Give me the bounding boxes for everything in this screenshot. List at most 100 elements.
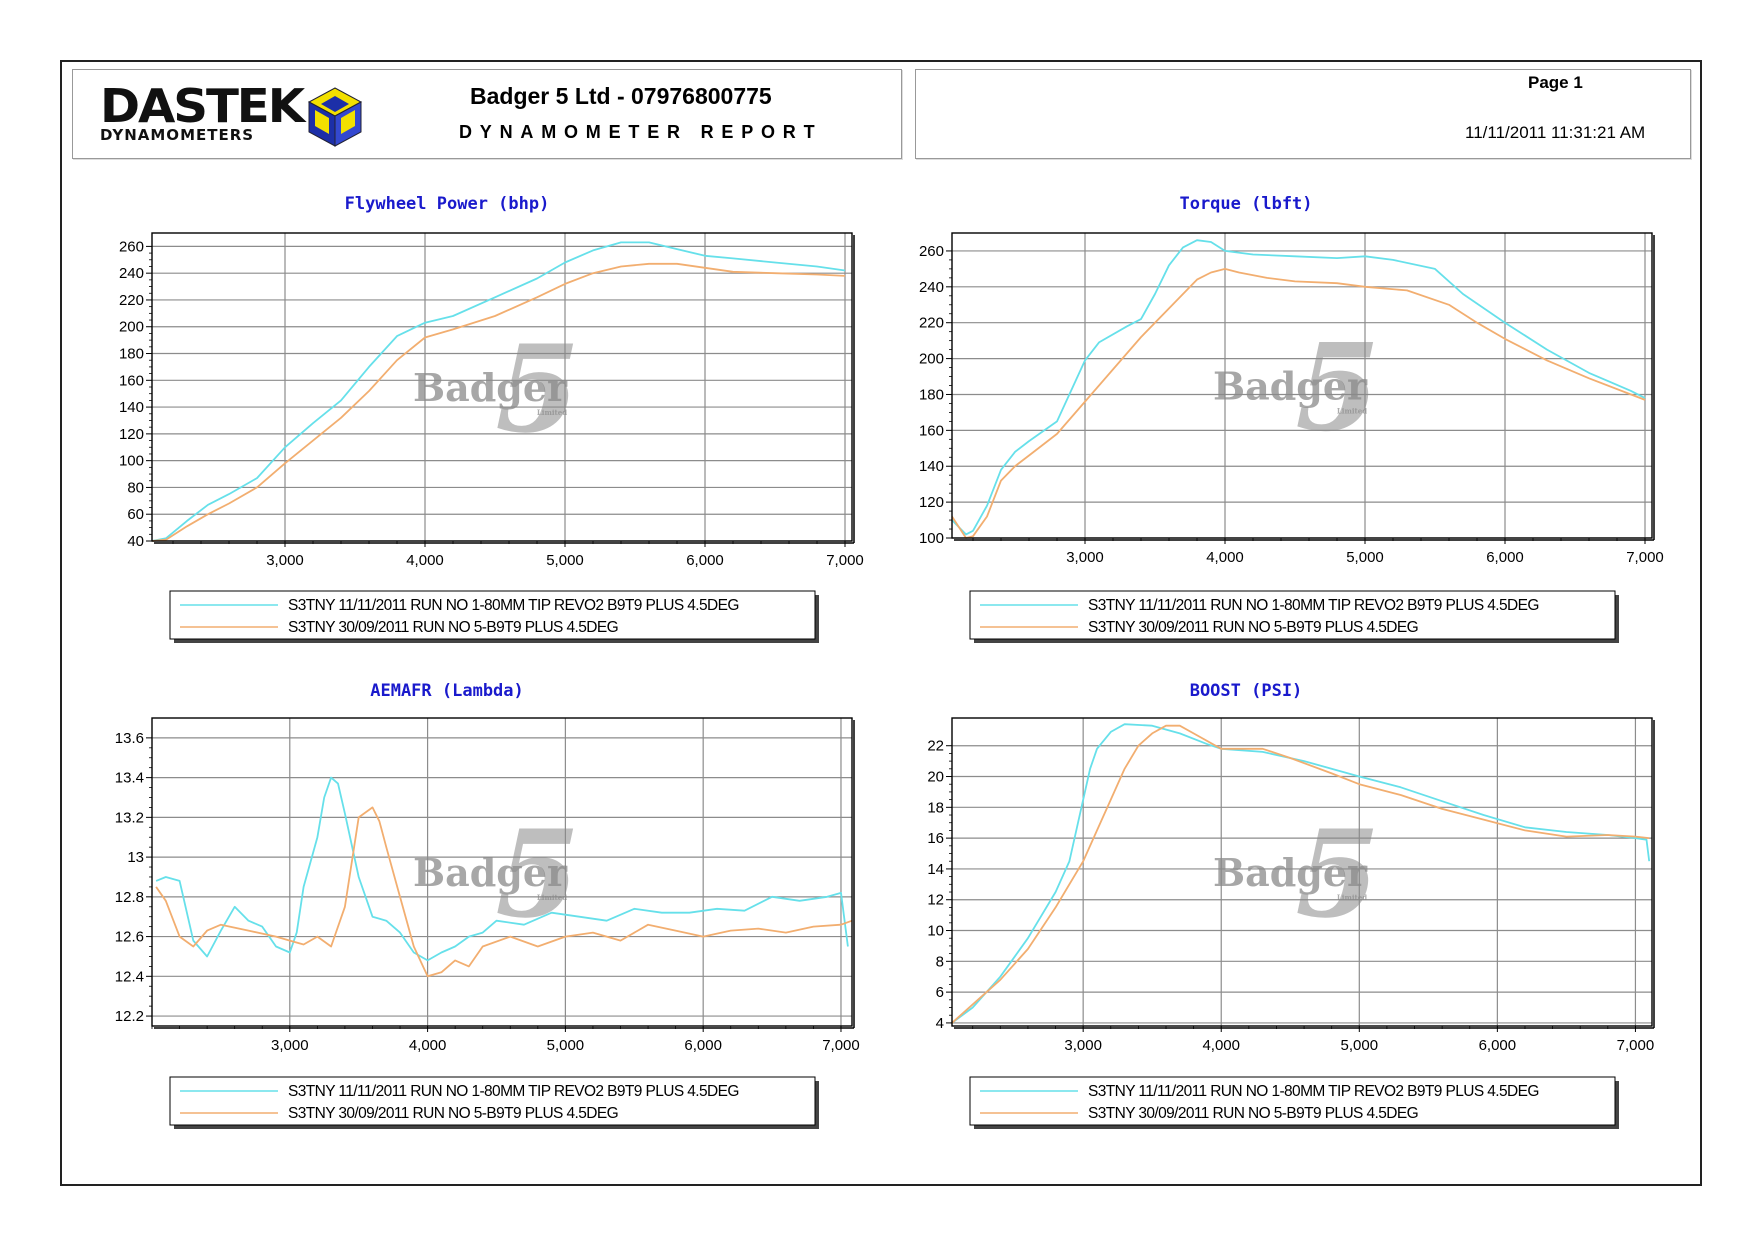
torque-chart-title: Torque (lbft) (1179, 194, 1312, 214)
power-legend: S3TNY 11/11/2011 RUN NO 1-80MM TIP REVO2… (169, 590, 819, 643)
boost-chart-group: BOOST (PSI) 4 6 8 10 12 14 16 18 20 22 3,000 4,000 5,… (927, 681, 1655, 1129)
power-chart-group: Flywheel Power (bhp) 40 60 80 100 120 140 160 18… (119, 194, 864, 643)
y-tick-label: 120 (119, 426, 144, 443)
watermark-sub: Limited (1337, 893, 1367, 902)
legend-box (969, 1076, 1616, 1126)
plot-area (152, 233, 852, 541)
x-tick-label: 4,000 (406, 552, 444, 569)
y-tick-label: 6 (936, 984, 944, 1001)
legend-label-1: S3TNY 11/11/2011 RUN NO 1-80MM TIP REVO2… (288, 1083, 739, 1100)
dastek-logo: DASTEK DYNAMOMETERS (100, 83, 305, 144)
header-left-panel (72, 69, 902, 159)
x-tick-label: 6,000 (684, 1037, 722, 1054)
y-tick-label: 220 (119, 292, 144, 309)
x-tick-label: 5,000 (1346, 549, 1384, 566)
page-number: Page 1 (1528, 73, 1583, 92)
y-tick-label: 220 (919, 315, 944, 332)
logo-sub-text: DYNAMOMETERS (100, 126, 255, 144)
report-frame (60, 60, 1702, 1186)
x-tick-label: 7,000 (1626, 549, 1664, 566)
y-tick-label: 12.6 (115, 929, 144, 946)
logo-main-text: DASTEK (100, 79, 305, 133)
y-tick-label: 100 (919, 530, 944, 547)
legend-label-1: S3TNY 11/11/2011 RUN NO 1-80MM TIP REVO2… (1088, 1083, 1539, 1100)
watermark-sub: Limited (537, 893, 567, 902)
company-name: Badger 5 Ltd - 07976800775 (470, 83, 772, 109)
y-tick-label: 12.2 (115, 1008, 144, 1025)
watermark-text: Badger (413, 850, 568, 895)
torque-chart-group: Torque (lbft) 100 120 140 160 180 200 220 240 260… (919, 194, 1664, 643)
x-tick-label: 3,000 (1064, 1037, 1102, 1054)
y-tick-label: 10 (927, 923, 944, 940)
x-tick-label: 3,000 (271, 1037, 309, 1054)
y-tick-label: 100 (119, 453, 144, 470)
y-tick-label: 260 (119, 238, 144, 255)
y-tick-label: 120 (919, 494, 944, 511)
x-tick-label: 7,000 (1617, 1037, 1655, 1054)
y-tick-label: 140 (119, 399, 144, 416)
y-tick-label: 160 (119, 372, 144, 389)
watermark-sub: Limited (1337, 407, 1367, 416)
boost-legend: S3TNY 11/11/2011 RUN NO 1-80MM TIP REVO2… (969, 1076, 1619, 1129)
cube-logo-icon (307, 87, 363, 147)
y-tick-label: 80 (127, 479, 144, 496)
x-tick-label: 7,000 (822, 1037, 860, 1054)
legend-box (969, 590, 1616, 640)
x-tick-label: 4,000 (409, 1037, 447, 1054)
y-tick-label: 13.4 (115, 770, 144, 787)
x-tick-label: 6,000 (1486, 549, 1524, 566)
y-tick-label: 13.2 (115, 809, 144, 826)
y-tick-label: 240 (919, 279, 944, 296)
torque-series-1-line (951, 239, 1646, 536)
legend-label-1: S3TNY 11/11/2011 RUN NO 1-80MM TIP REVO2… (288, 597, 739, 614)
y-tick-label: 16 (927, 830, 944, 847)
y-tick-label: 200 (119, 319, 144, 336)
lambda-chart-group: AEMAFR (Lambda) 12.2 12.4 12.6 12.8 13 13.2 13.… (115, 681, 860, 1129)
y-tick-label: 18 (927, 799, 944, 816)
x-tick-label: 6,000 (686, 552, 724, 569)
x-tick-label: 3,000 (266, 552, 304, 569)
y-tick-label: 13 (127, 849, 144, 866)
y-tick-label: 14 (927, 861, 944, 878)
report-datetime: 11/11/2011 11:31:21 AM (1465, 123, 1646, 142)
lambda-series-1-line (155, 776, 849, 962)
lambda-series-2-line (155, 806, 853, 978)
y-tick-label: 12.8 (115, 889, 144, 906)
y-tick-label: 140 (919, 458, 944, 475)
y-tick-label: 40 (127, 533, 144, 550)
legend-label-2: S3TNY 30/09/2011 RUN NO 5-B9T9 PLUS 4.5D… (288, 1105, 618, 1122)
torque-legend: S3TNY 11/11/2011 RUN NO 1-80MM TIP REVO2… (969, 590, 1619, 643)
x-tick-label: 7,000 (826, 552, 864, 569)
x-tick-label: 5,000 (546, 552, 584, 569)
plot-border (951, 232, 1653, 539)
legend-box (169, 1076, 816, 1126)
boost-series-2-line (951, 724, 1650, 1024)
y-tick-label: 180 (919, 386, 944, 403)
boost-series-1-line (951, 723, 1651, 1024)
watermark-sub: Limited (537, 408, 567, 417)
legend-label-2: S3TNY 30/09/2011 RUN NO 5-B9T9 PLUS 4.5D… (1088, 1105, 1418, 1122)
watermark-text: Badger (1213, 850, 1368, 895)
power-series-2-line (151, 262, 846, 542)
y-tick-label: 240 (119, 265, 144, 282)
plot-area (952, 718, 1652, 1026)
legend-label-1: S3TNY 11/11/2011 RUN NO 1-80MM TIP REVO2… (1088, 597, 1539, 614)
x-tick-label: 5,000 (547, 1037, 585, 1054)
y-tick-label: 12 (927, 892, 944, 909)
y-tick-label: 60 (127, 506, 144, 523)
legend-label-2: S3TNY 30/09/2011 RUN NO 5-B9T9 PLUS 4.5D… (1088, 619, 1418, 636)
plot-border (951, 717, 1653, 1027)
watermark-text: Badger (1213, 364, 1368, 409)
plot-border (151, 232, 853, 542)
y-tick-label: 260 (919, 243, 944, 260)
x-tick-label: 3,000 (1066, 549, 1104, 566)
y-tick-label: 12.4 (115, 968, 144, 985)
lambda-legend: S3TNY 11/11/2011 RUN NO 1-80MM TIP REVO2… (169, 1076, 819, 1129)
legend-label-2: S3TNY 30/09/2011 RUN NO 5-B9T9 PLUS 4.5D… (288, 619, 618, 636)
y-tick-label: 180 (119, 346, 144, 363)
x-tick-label: 5,000 (1341, 1037, 1379, 1054)
watermark-text: Badger (413, 365, 568, 410)
y-tick-label: 22 (927, 738, 944, 755)
y-tick-label: 4 (936, 1015, 944, 1032)
plot-area (152, 718, 852, 1026)
